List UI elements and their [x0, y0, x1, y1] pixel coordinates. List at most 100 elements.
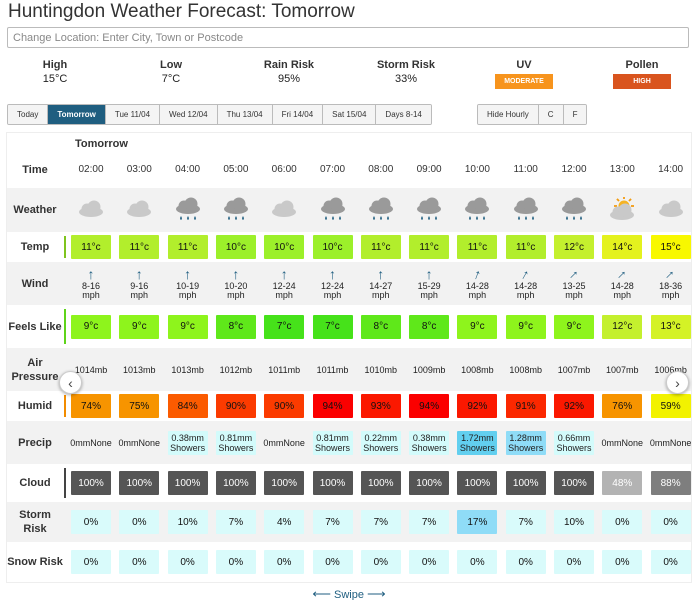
summary-high-label: High	[42, 59, 68, 71]
hour-cell-precip: 0.38mm Showers	[164, 421, 212, 464]
hour-cell-storm: 0%	[115, 502, 163, 542]
rain-cloud-icon	[513, 197, 538, 220]
day-tab-thu-13-04[interactable]: Thu 13/04	[217, 105, 273, 124]
hour-cell-time: 14:00	[647, 151, 691, 188]
wind-direction-arrow-icon: ↑	[232, 266, 240, 282]
hour-cell-storm: 4%	[260, 502, 308, 542]
cloud-cover-value: 100%	[312, 471, 353, 495]
pressure-value: 1008mb	[509, 364, 542, 375]
temp-value: 15°c	[650, 235, 691, 259]
hour-cell-weather	[115, 188, 163, 232]
hour-cell-wind: ↑ 14-28 mph	[453, 262, 501, 305]
hourly-forecast-table[interactable]: Tomorrow Time 02:00 03:00 04:00 05:00 06:00 07…	[6, 132, 692, 583]
hour-cell-precip: 0.66mm Showers	[550, 421, 598, 464]
cloud-cover-value: 100%	[505, 471, 546, 495]
hour-cell-temp: 10°c	[309, 232, 357, 262]
temp-value: 11°c	[409, 235, 450, 259]
hour-cell-wind: ↑ 8-16 mph	[67, 262, 115, 305]
hour-cell-snow: 0%	[212, 542, 260, 582]
hour-time: 08:00	[368, 164, 394, 175]
storm-risk-value: 10%	[554, 510, 594, 534]
day-tab-tomorrow[interactable]: Tomorrow	[48, 105, 106, 124]
precip-value: 0mmNone	[263, 438, 305, 448]
hour-cell-temp: 10°c	[260, 232, 308, 262]
wind-unit: mph	[565, 290, 583, 300]
cloud-icon	[127, 200, 152, 217]
wind-direction-arrow-icon: ↑	[614, 265, 631, 283]
chevron-right-icon[interactable]: ›	[666, 371, 689, 394]
hour-time: 14:00	[658, 164, 684, 175]
hour-cell-snow: 0%	[260, 542, 308, 582]
hour-cell-precip: 0.22mm Showers	[357, 421, 405, 464]
option-tab-f[interactable]: F	[563, 105, 587, 124]
hour-cell-precip: 0.38mm Showers	[405, 421, 453, 464]
cloud-cover-value: 100%	[119, 471, 160, 495]
day-tab-fri-14-04[interactable]: Fri 14/04	[272, 105, 324, 124]
hour-cell-cloud: 100%	[212, 464, 260, 502]
hour-cell-time: 05:00	[212, 151, 260, 188]
day-tab-today[interactable]: Today	[8, 105, 49, 124]
location-search-input[interactable]	[7, 27, 689, 48]
humidity-value: 75%	[119, 394, 160, 418]
hour-cell-pressure: 1007mb	[550, 348, 598, 391]
row-label-wind: Wind	[21, 277, 49, 290]
precip-type: None	[621, 437, 644, 448]
snow-risk-value: 0%	[554, 550, 594, 574]
precip-value: 0mmNone	[650, 438, 691, 448]
hour-cell-precip: 0mmNone	[647, 421, 691, 464]
hour-cell-wind: ↑ 13-25 mph	[550, 262, 598, 305]
hour-cell-snow: 0%	[647, 542, 691, 582]
uv-badge: MODERATE	[495, 74, 553, 89]
forecast-row-time: Time 02:00 03:00 04:00 05:00 06:00 07:00 08:00 0…	[7, 151, 691, 188]
summary-high-value: 15°C	[42, 73, 68, 85]
day-tab-tue-11-04[interactable]: Tue 11/04	[105, 105, 161, 124]
temp-value: 11°c	[457, 235, 498, 259]
pollen-badge: HIGH	[613, 74, 671, 89]
hour-cell-pressure: 1013mb	[115, 348, 163, 391]
option-tab-hide-hourly[interactable]: Hide Hourly	[478, 105, 539, 124]
feels-like-value: 9°c	[457, 314, 498, 339]
precip-type: Showers	[556, 442, 592, 453]
hour-cell-feels: 9°c	[164, 305, 212, 348]
summary-rain-value: 95%	[277, 73, 301, 85]
wind-speed: 8-16	[81, 281, 100, 291]
temp-value: 10°c	[312, 235, 353, 259]
storm-risk-value: 4%	[264, 510, 305, 534]
hour-cell-time: 04:00	[164, 151, 212, 188]
day-tab-wed-12-04[interactable]: Wed 12/04	[160, 105, 218, 124]
row-label-humid: Humid	[17, 400, 53, 412]
humidity-value: 92%	[554, 394, 594, 418]
forecast-row-storm: Storm Risk 0% 0% 10% 7% 4% 7% 7% 7% 17% 7% 10% 0% 0%	[7, 502, 691, 542]
hour-cell-wind: ↑ 14-28 mph	[502, 262, 550, 305]
cloud-cover-value: 100%	[409, 471, 450, 495]
precip-type: Showers	[508, 442, 544, 453]
wind-direction-arrow-icon: ↑	[565, 265, 583, 283]
humidity-value: 94%	[409, 394, 450, 418]
snow-risk-value: 0%	[71, 550, 111, 574]
cloud-icon	[272, 200, 297, 217]
precip-amount: 0.81mm	[219, 432, 253, 443]
cloud-cover-value: 88%	[650, 471, 691, 495]
hour-cell-cloud: 100%	[115, 464, 163, 502]
pressure-value: 1011mb	[316, 364, 349, 375]
wind-direction-arrow-icon: ↑	[425, 266, 433, 282]
option-tab-c[interactable]: C	[538, 105, 564, 124]
wind-value: ↑ 14-28 mph	[611, 265, 634, 300]
row-label-pressure: Air Pressure	[11, 356, 59, 383]
hour-cell-snow: 0%	[453, 542, 501, 582]
hour-cell-wind: ↑ 12-24 mph	[260, 262, 308, 305]
hour-cell-humid: 93%	[357, 391, 405, 421]
rain-cloud-icon	[417, 197, 442, 220]
chevron-left-icon[interactable]: ‹	[59, 371, 82, 394]
hour-cell-snow: 0%	[598, 542, 646, 582]
day-tab-sat-15-04[interactable]: Sat 15/04	[323, 105, 377, 124]
feels-like-value: 12°c	[602, 314, 643, 339]
hour-cell-humid: 59%	[647, 391, 691, 421]
day-tab-days-8-14[interactable]: Days 8-14	[376, 105, 431, 124]
precip-amount: 0.38mm	[412, 432, 446, 443]
row-label-temp: Temp	[20, 241, 50, 253]
hour-cell-pressure: 1014mb	[67, 348, 115, 391]
hour-cell-precip: 1.28mm Showers	[502, 421, 550, 464]
hour-cell-time: 10:00	[453, 151, 501, 188]
wind-value: ↑ 10-19 mph	[176, 267, 199, 300]
